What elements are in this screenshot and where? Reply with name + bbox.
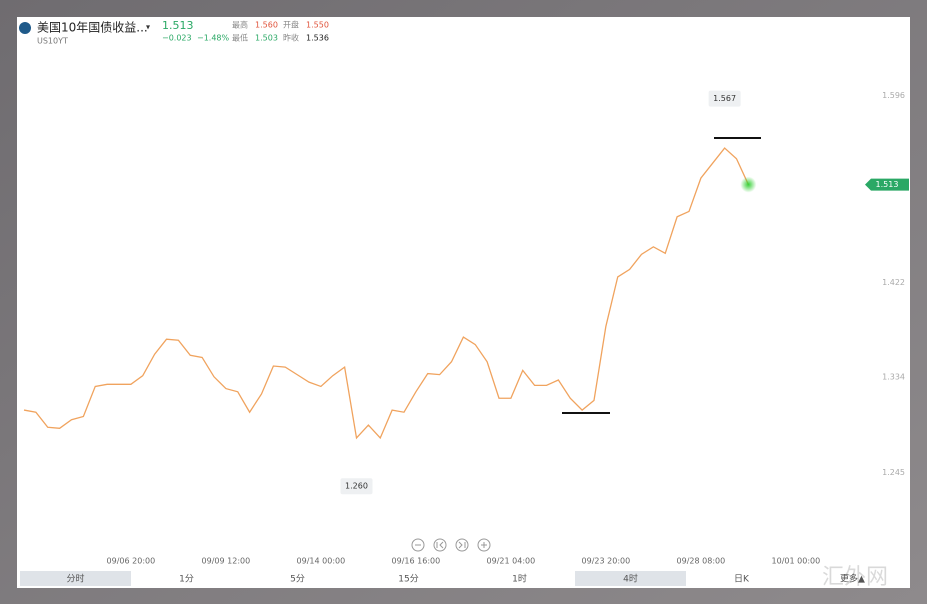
- interval-label[interactable]: 日K: [734, 574, 750, 585]
- symbol-title[interactable]: 美国10年国债收益...: [37, 21, 148, 35]
- dropdown-caret[interactable]: ▾: [146, 23, 150, 32]
- interval-label[interactable]: 更多▲: [840, 573, 865, 585]
- y-tick-label: 1.422: [882, 278, 905, 287]
- interval-label[interactable]: 1时: [512, 573, 527, 585]
- x-tick-label: 09/28 08:00: [677, 557, 726, 566]
- annotation-box: [708, 90, 741, 107]
- interval-button[interactable]: [575, 571, 686, 586]
- interval-button[interactable]: [20, 571, 131, 586]
- watermark: 汇外网: [822, 565, 888, 590]
- y-tick-label: 1.334: [882, 372, 905, 381]
- stat-value: 1.536: [306, 34, 329, 43]
- zoom-controls: [411, 538, 491, 552]
- x-tick-label: 09/06 20:00: [107, 557, 156, 566]
- symbol-icon: [19, 22, 31, 34]
- stat-label: 最低: [232, 33, 248, 43]
- stat-value: 1.503: [255, 34, 278, 43]
- change: −0.023: [162, 34, 192, 43]
- last-price-glow: [740, 176, 757, 193]
- x-tick-label: 10/01 00:00: [772, 557, 821, 566]
- annotation-label: 1.567: [713, 94, 736, 103]
- interval-label[interactable]: 4时: [623, 573, 638, 585]
- price: 1.513: [162, 19, 194, 32]
- symbol-code: US10YT: [37, 37, 68, 46]
- stat-label: 最高: [232, 20, 248, 30]
- zoom-icons: [415, 541, 487, 549]
- stat-value: 1.560: [255, 21, 278, 30]
- change-pct: −1.48%: [197, 34, 230, 43]
- interval-button[interactable]: [797, 571, 908, 586]
- x-tick-label: 09/09 12:00: [202, 557, 251, 566]
- panel: [17, 17, 910, 588]
- interval-label[interactable]: 分时: [66, 573, 84, 585]
- annotation-box: [340, 478, 373, 495]
- interval-label[interactable]: 1分: [179, 574, 194, 585]
- y-tick-label: 1.596: [882, 91, 905, 100]
- interval-button[interactable]: [686, 571, 797, 586]
- interval-button[interactable]: [464, 571, 575, 586]
- stat-value: 1.550: [306, 21, 329, 30]
- stat-label: 开盘: [283, 20, 299, 30]
- x-tick-label: 09/16 16:00: [392, 557, 441, 566]
- interval-button[interactable]: [353, 571, 464, 586]
- stat-label: 昨收: [283, 33, 299, 43]
- interval-button[interactable]: [131, 571, 242, 586]
- x-tick-label: 09/14 00:00: [297, 557, 346, 566]
- interval-label[interactable]: 15分: [398, 574, 418, 585]
- y-tick-label: 1.245: [882, 468, 905, 477]
- interval-label[interactable]: 5分: [290, 574, 305, 585]
- last-price-label: 1.513: [876, 180, 899, 189]
- price-line: [23, 147, 749, 440]
- last-price-tag: [865, 178, 909, 191]
- x-tick-label: 09/23 20:00: [582, 557, 631, 566]
- interval-button[interactable]: [242, 571, 353, 586]
- annotation-label: 1.260: [345, 482, 368, 491]
- x-tick-label: 09/21 04:00: [487, 557, 536, 566]
